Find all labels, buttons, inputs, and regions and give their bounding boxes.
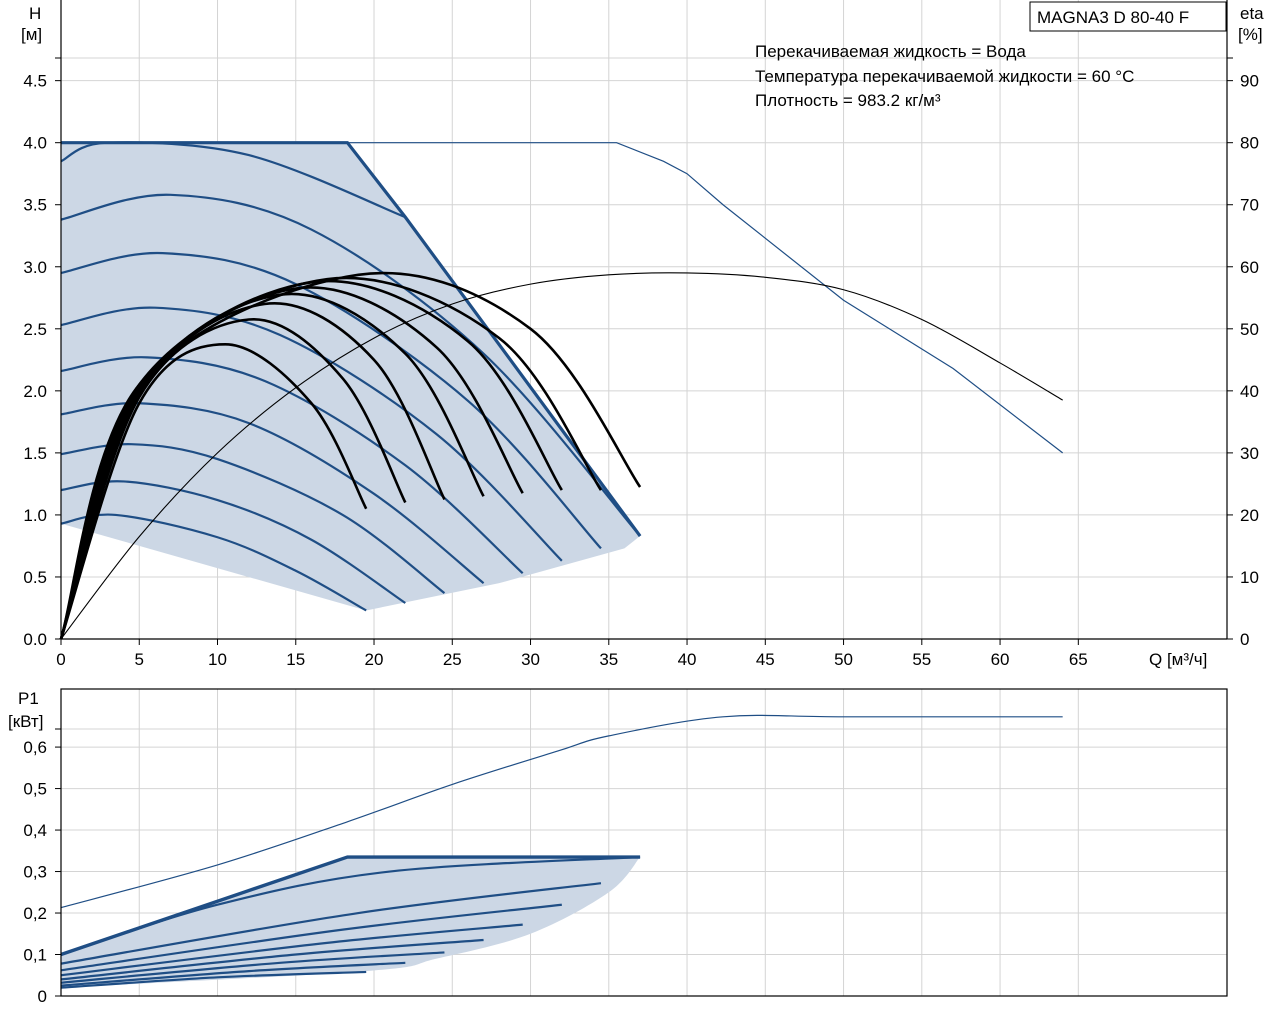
head-speed-curve (60, 306, 563, 562)
power-speed-curve (60, 951, 445, 984)
head-speed-curve (60, 513, 367, 612)
power-chart-border (60, 688, 1228, 997)
head-axis-label: H (29, 4, 41, 23)
note-density: Плотность = 983.2 кг/м³ (755, 91, 941, 110)
power-operating-range-fill (61, 857, 641, 988)
single-pump-efficiency-curve (60, 272, 1063, 640)
head-speed-curve (60, 141, 406, 219)
power-axis-label: P1 (18, 689, 39, 708)
efficiency-speed-curve (59, 276, 603, 640)
head-y-tick-label: 1.0 (23, 506, 47, 525)
flow-x-tick-label: 20 (365, 650, 384, 669)
efficiency-y-tick-label: 90 (1240, 72, 1259, 91)
head-chart-curves (59, 141, 1064, 640)
head-operating-range-fill (61, 142, 641, 611)
head-y-tick-label: 2.5 (23, 320, 47, 339)
efficiency-axis-unit: [%] (1238, 25, 1263, 44)
flow-x-tick-label: 60 (991, 650, 1010, 669)
head-y-tick-label: 4.0 (23, 134, 47, 153)
efficiency-y-tick-label: 40 (1240, 382, 1259, 401)
efficiency-speed-curve (59, 286, 524, 640)
flow-x-tick-label: 30 (521, 650, 540, 669)
head-axis-unit: [м] (21, 25, 42, 44)
power-speed-curve (60, 923, 523, 977)
power-speed-curve (60, 938, 484, 981)
efficiency-speed-curve (59, 343, 368, 640)
flow-x-tick-label: 40 (678, 650, 697, 669)
head-y-tick-label: 4.5 (23, 72, 47, 91)
efficiency-y-tick-label: 50 (1240, 320, 1259, 339)
power-range-area (61, 857, 641, 988)
head-chart-frame (60, 0, 1228, 640)
head-chart-grid (61, 0, 1227, 639)
efficiency-speed-curve (59, 271, 642, 640)
flow-x-tick-label: 50 (834, 650, 853, 669)
flow-axis-label: Q [м³/ч] (1149, 650, 1207, 669)
head-chart-ticks: 0.0 0.5 1.0 1.5 2.0 2.5 3.0 3.5 4.0 4.5 0 10 20 30 40 5… (23, 57, 1259, 669)
flow-x-tick-label: 25 (443, 650, 462, 669)
model-label: MAGNA3 D 80-40 F (1037, 8, 1189, 27)
flow-x-tick-label: 5 (135, 650, 144, 669)
power-speed-curve (60, 970, 367, 989)
power-y-tick-label: 0,1 (23, 946, 47, 965)
flow-x-tick-label: 15 (286, 650, 305, 669)
note-temperature: Температура перекачиваемой жидкости = 60… (755, 67, 1134, 86)
efficiency-y-tick-label: 10 (1240, 568, 1259, 587)
head-y-tick-label: 2.0 (23, 382, 47, 401)
flow-x-tick-label: 65 (1069, 650, 1088, 669)
flow-x-tick-label: 55 (912, 650, 931, 669)
efficiency-y-tick-label: 30 (1240, 444, 1259, 463)
power-y-tick-label: 0 (38, 987, 47, 1006)
flow-x-tick-label: 10 (208, 650, 227, 669)
power-y-tick-label: 0,6 (23, 738, 47, 757)
efficiency-y-tick-label: 0 (1240, 630, 1249, 649)
power-y-tick-label: 0,3 (23, 863, 47, 882)
power-chart-ticks: 0 0,1 0,2 0,3 0,4 0,5 0,6 (23, 728, 61, 1006)
head-range-area (61, 142, 641, 611)
power-chart-curves (60, 714, 1063, 989)
efficiency-axis-label: eta (1240, 4, 1264, 23)
head-y-tick-label: 1.5 (23, 444, 47, 463)
power-chart-frame (60, 688, 1228, 997)
flow-x-tick-label: 45 (756, 650, 775, 669)
power-axis-unit: [кВт] (8, 712, 43, 731)
head-y-tick-label: 0.0 (23, 630, 47, 649)
head-y-tick-label: 3.0 (23, 258, 47, 277)
flow-x-tick-label: 0 (56, 650, 65, 669)
head-speed-curve (60, 356, 524, 575)
power-speed-curve (60, 882, 602, 965)
flow-x-tick-label: 35 (599, 650, 618, 669)
efficiency-y-tick-label: 70 (1240, 196, 1259, 215)
single-pump-power-curve (60, 714, 1063, 909)
efficiency-y-tick-label: 80 (1240, 134, 1259, 153)
head-y-tick-label: 0.5 (23, 568, 47, 587)
note-fluid: Перекачиваемая жидкость = Вода (755, 42, 1026, 61)
head-y-tick-label: 3.5 (23, 196, 47, 215)
power-speed-curve (60, 961, 406, 987)
power-max-envelope (60, 855, 641, 957)
head-speed-curve (60, 193, 641, 537)
single-pump-head-curve (61, 142, 1064, 454)
efficiency-y-tick-label: 60 (1240, 258, 1259, 277)
efficiency-y-tick-label: 20 (1240, 506, 1259, 525)
power-y-tick-label: 0,4 (23, 821, 47, 840)
model-label-box (1029, 1, 1227, 32)
power-y-tick-label: 0,2 (23, 904, 47, 923)
power-y-tick-label: 0,5 (23, 780, 47, 799)
power-speed-curve (60, 903, 562, 972)
